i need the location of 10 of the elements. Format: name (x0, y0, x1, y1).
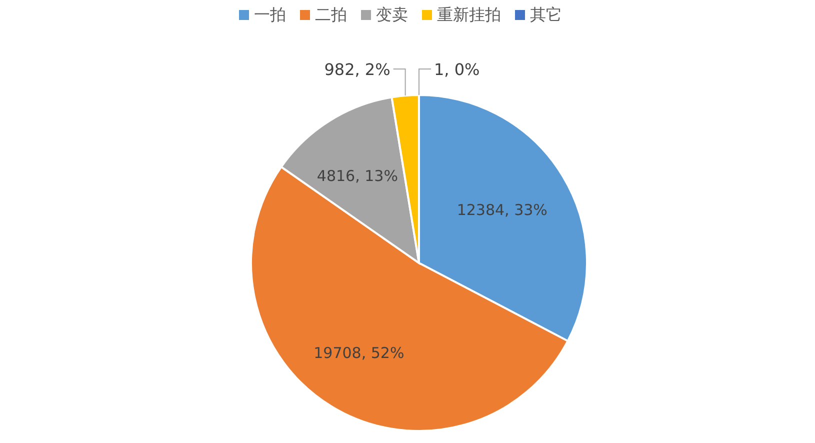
data-label: 12384, 33% (456, 201, 548, 220)
data-label: 982, 2% (324, 60, 390, 79)
legend-label: 重新挂拍 (437, 5, 501, 24)
legend-label: 变卖 (376, 5, 408, 24)
legend-label: 一拍 (254, 5, 286, 24)
data-label: 4816, 13% (316, 166, 398, 185)
data-label: 1, 0% (434, 60, 480, 79)
legend-label: 二拍 (315, 5, 347, 24)
legend-label: 其它 (530, 5, 562, 24)
data-label: 19708, 52% (314, 344, 404, 362)
